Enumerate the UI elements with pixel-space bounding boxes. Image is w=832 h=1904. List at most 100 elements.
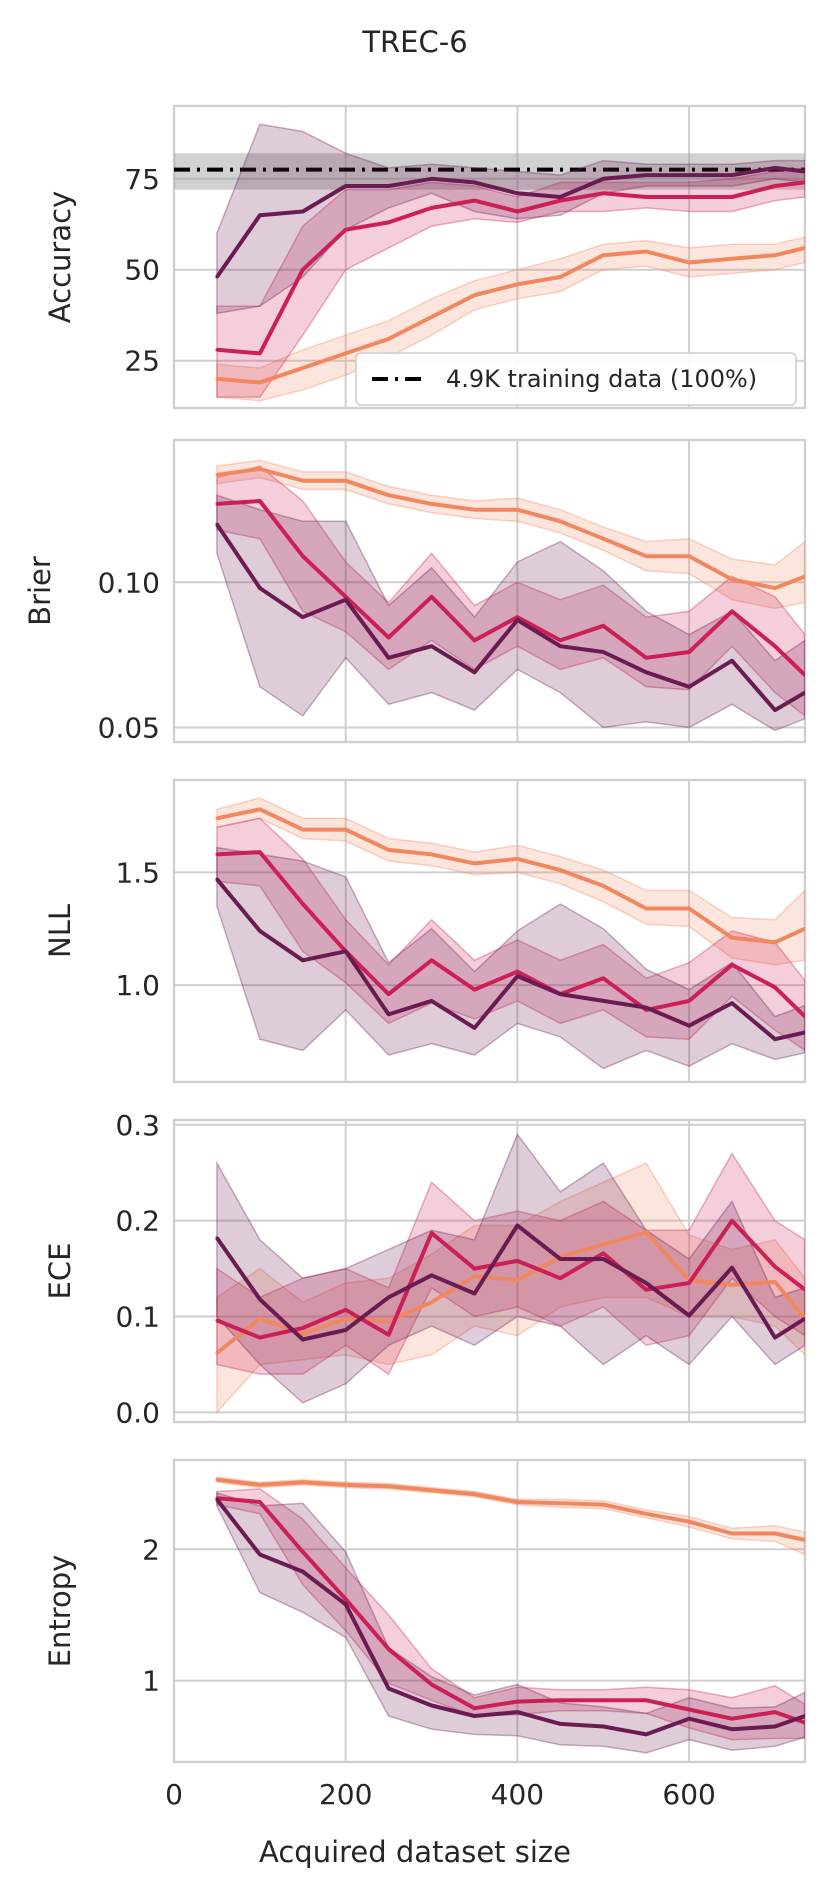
- data-point-light: [430, 852, 434, 856]
- data-point-mid: [387, 1647, 391, 1651]
- data-point-mid: [344, 1597, 348, 1601]
- data-point-dark: [430, 644, 434, 648]
- y-tick-label: 1.5: [115, 856, 160, 889]
- data-point-light: [773, 1532, 777, 1536]
- data-point-dark: [773, 166, 777, 170]
- data-point-dark: [730, 659, 734, 663]
- data-point-dark: [301, 210, 305, 214]
- plot-area: [215, 459, 805, 732]
- data-point-mid: [472, 1706, 476, 1710]
- data-point-dark: [215, 1236, 219, 1240]
- data-point-mid: [803, 180, 805, 184]
- x-axis-label: Acquired dataset size: [259, 1835, 571, 1869]
- data-point-mid: [472, 199, 476, 203]
- panel-nll: 1.0 1.5 NLL: [43, 778, 807, 1084]
- data-point-dark: [730, 1001, 734, 1005]
- data-point-light: [472, 1274, 476, 1278]
- band-mid: [216, 465, 805, 717]
- data-point-mid: [601, 1698, 605, 1702]
- data-point-light: [515, 282, 519, 286]
- data-point-light: [430, 1300, 434, 1304]
- data-point-mid: [644, 1698, 648, 1702]
- data-point-dark: [301, 615, 305, 619]
- data-point-light: [730, 936, 734, 940]
- band-light: [216, 1162, 805, 1415]
- data-point-dark: [803, 169, 805, 173]
- data-point-dark: [558, 992, 562, 996]
- data-point-dark: [773, 1336, 777, 1340]
- data-point-light: [215, 1478, 219, 1482]
- data-point-mid: [215, 502, 219, 506]
- data-point-mid: [515, 1259, 519, 1263]
- y-tick-label: 0.2: [115, 1205, 160, 1238]
- data-point-dark: [773, 1037, 777, 1041]
- y-axis-label: Accuracy: [43, 191, 77, 323]
- data-point-dark: [344, 184, 348, 188]
- data-point-dark: [215, 275, 219, 279]
- data-point-mid: [301, 554, 305, 558]
- panel-ece: 0.0 0.1 0.2 0.3 ECE: [43, 1109, 807, 1429]
- panel-frame: [172, 438, 807, 744]
- data-point-light: [601, 1243, 605, 1247]
- data-point-light: [387, 848, 391, 852]
- data-point-light: [301, 828, 305, 832]
- data-point-mid: [515, 1700, 519, 1704]
- data-point-dark: [601, 650, 605, 654]
- data-point-dark: [301, 1570, 305, 1574]
- data-point-dark: [430, 999, 434, 1003]
- x-tick-label: 600: [662, 1778, 715, 1811]
- band-light: [216, 459, 805, 610]
- data-point-mid: [430, 958, 434, 962]
- data-point-light: [644, 250, 648, 254]
- panel-frame: [172, 778, 807, 1084]
- data-point-mid: [644, 656, 648, 660]
- data-point-mid: [215, 852, 219, 856]
- data-point-mid: [773, 184, 777, 188]
- data-point-light: [515, 1278, 519, 1282]
- data-point-dark: [472, 1292, 476, 1296]
- data-point-dark: [515, 618, 519, 622]
- data-point-light: [644, 554, 648, 558]
- data-point-dark: [644, 670, 648, 674]
- data-point-mid: [344, 1308, 348, 1312]
- data-point-light: [301, 479, 305, 483]
- data-point-dark: [387, 656, 391, 660]
- data-point-dark: [301, 1338, 305, 1342]
- data-point-mid: [644, 195, 648, 199]
- data-point-light: [430, 1488, 434, 1492]
- data-point-light: [301, 1332, 305, 1336]
- data-point-mid: [687, 650, 691, 654]
- data-point-dark: [515, 191, 519, 195]
- data-point-light: [687, 906, 691, 910]
- data-point-mid: [773, 644, 777, 648]
- y-axis-label: Brier: [23, 556, 57, 626]
- data-point-mid: [215, 348, 219, 352]
- data-point-dark: [687, 1314, 691, 1318]
- data-point-dark: [472, 180, 476, 184]
- data-point-light: [644, 1230, 648, 1234]
- y-tick-label: 0.0: [115, 1396, 160, 1429]
- data-point-dark: [387, 184, 391, 188]
- band-dark: [216, 123, 805, 315]
- data-point-mid: [803, 673, 805, 677]
- data-point-mid: [387, 635, 391, 639]
- panel-brier: 0.05 0.10 Brier: [23, 438, 807, 744]
- y-tick-label: 0.3: [115, 1109, 160, 1142]
- data-point-light: [344, 828, 348, 832]
- data-point-mid: [558, 1276, 562, 1280]
- data-point-dark: [258, 1553, 262, 1557]
- data-point-dark: [558, 1722, 562, 1726]
- figure-title: TREC-6: [361, 25, 467, 59]
- data-point-light: [387, 493, 391, 497]
- y-tick-label: 0.1: [115, 1301, 160, 1334]
- data-point-light: [258, 1316, 262, 1320]
- y-axis-label: Entropy: [43, 1555, 77, 1668]
- panel-accuracy: 25 50 75 Accuracy 4.9K training data (100%): [43, 104, 807, 410]
- data-point-dark: [258, 1297, 262, 1301]
- data-point-dark: [601, 1725, 605, 1729]
- data-point-light: [215, 1351, 219, 1355]
- data-point-dark: [803, 1714, 805, 1718]
- data-point-light: [515, 508, 519, 512]
- data-point-mid: [515, 615, 519, 619]
